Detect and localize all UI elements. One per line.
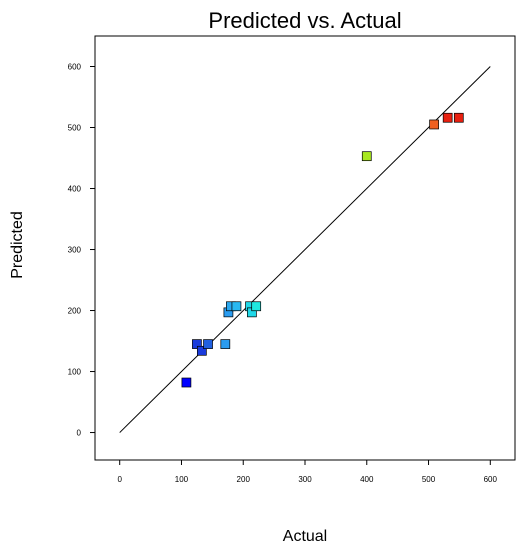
y-tick-label: 100 [68,368,82,377]
data-point [453,112,464,123]
data-point [203,339,213,349]
data-points [181,112,464,388]
data-point [192,339,202,349]
y-tick-label: 500 [68,124,82,133]
plot-area-frame [94,35,516,461]
data-point [181,377,192,388]
x-tick-label: 200 [237,475,251,484]
data-point [442,112,453,123]
x-tick-label: 300 [298,475,312,484]
y-tick-label: 0 [77,429,82,438]
x-tick-label: 0 [117,475,122,484]
data-point [220,339,231,349]
data-point [429,119,439,130]
reference-line [119,66,491,433]
x-axis-label: Actual [283,528,327,545]
x-tick-label: 400 [360,475,374,484]
y-tick-label: 300 [68,246,82,255]
data-point [231,301,242,312]
x-axis: 0 100 200 300 400 500 600 [117,460,498,484]
chart-title: Predicted vs. Actual [208,8,401,33]
y-axis: 0 100 200 300 400 500 600 [68,63,95,438]
x-tick-label: 600 [484,475,498,484]
y-tick-label: 200 [68,307,82,316]
y-tick-label: 600 [68,63,82,72]
data-point [197,345,207,356]
y-tick-label: 400 [68,185,82,194]
data-point [251,301,262,312]
y-axis-label: Predicted [9,211,26,279]
x-tick-label: 500 [422,475,436,484]
data-point [361,151,372,162]
x-tick-label: 100 [175,475,189,484]
